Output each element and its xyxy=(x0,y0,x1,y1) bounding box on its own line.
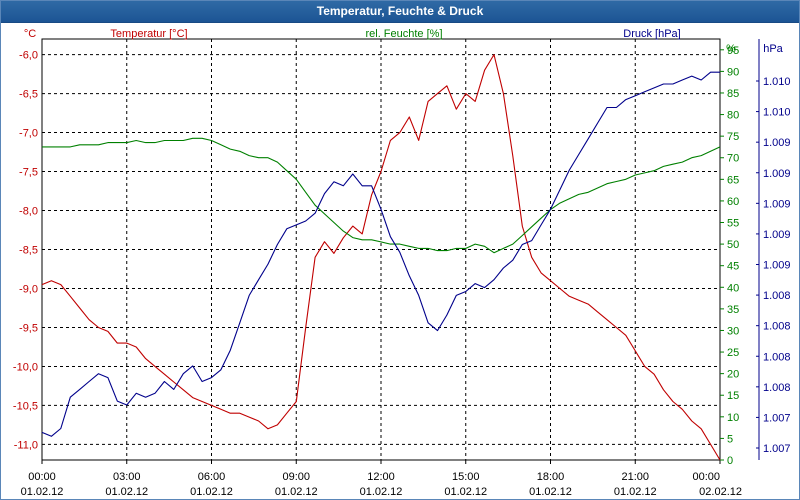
temperature-tick-label: -8,0 xyxy=(19,206,38,218)
humidity-tick-label: 60 xyxy=(727,196,739,208)
humidity-tick-label: 70 xyxy=(727,153,739,165)
x-tick-date-label: 01.02.12 xyxy=(105,486,148,498)
pressure-tick-label: 1.008 xyxy=(763,321,791,333)
temperature-tick-label: -9,0 xyxy=(19,283,38,295)
temperature-tick-label: -8,5 xyxy=(19,245,38,257)
pressure-tick-label: 1.009 xyxy=(763,168,791,180)
humidity-tick-label: 25 xyxy=(727,347,739,359)
humidity-tick-label: 35 xyxy=(727,304,739,316)
temperature-tick-label: -10,0 xyxy=(13,361,38,373)
pressure-tick-label: 1.010 xyxy=(763,76,791,88)
x-tick-date-label: 02.02.12 xyxy=(699,486,742,498)
temperature-tick-label: -11,0 xyxy=(14,439,38,451)
humidity-tick-label: 10 xyxy=(727,412,739,424)
x-tick-time-label: 06:00 xyxy=(198,471,226,483)
x-tick-time-label: 21:00 xyxy=(621,471,649,483)
x-tick-time-label: 15:00 xyxy=(452,471,480,483)
pressure-tick-label: 1.010 xyxy=(763,107,791,119)
temperature-tick-label: -9,5 xyxy=(19,322,38,334)
humidity-tick-label: 45 xyxy=(727,261,739,273)
pressure-tick-label: 1.009 xyxy=(763,137,791,149)
x-tick-date-label: 01.02.12 xyxy=(444,486,487,498)
humidity-unit-label: % xyxy=(726,43,736,55)
humidity-tick-label: 90 xyxy=(727,66,739,78)
pressure-tick-label: 1.009 xyxy=(763,198,791,210)
humidity-tick-label: 65 xyxy=(727,174,739,186)
humidity-tick-label: 85 xyxy=(727,88,739,100)
temperature-tick-label: -6,5 xyxy=(19,89,38,101)
temperature-tick-label: -7,0 xyxy=(19,128,38,140)
x-tick-time-label: 03:00 xyxy=(113,471,141,483)
humidity-tick-label: 15 xyxy=(727,390,739,402)
humidity-axis-title: rel. Feuchte [%] xyxy=(365,28,442,40)
pressure-series-line xyxy=(41,71,720,437)
x-tick-date-label: 01.02.12 xyxy=(21,486,64,498)
humidity-tick-label: 20 xyxy=(727,369,739,381)
pressure-tick-label: 1.007 xyxy=(763,443,791,455)
x-tick-date-label: 01.02.12 xyxy=(529,486,572,498)
humidity-tick-label: 0 xyxy=(727,455,733,467)
chart-title: Temperatur, Feuchte & Druck xyxy=(1,1,799,23)
pressure-tick-label: 1.007 xyxy=(763,412,791,424)
pressure-unit-label: hPa xyxy=(763,43,783,55)
x-tick-time-label: 12:00 xyxy=(367,471,395,483)
x-tick-date-label: 01.02.12 xyxy=(360,486,403,498)
humidity-tick-label: 80 xyxy=(727,110,739,122)
pressure-tick-label: 1.008 xyxy=(763,351,791,363)
x-tick-date-label: 01.02.12 xyxy=(275,486,318,498)
x-tick-date-label: 01.02.12 xyxy=(614,486,657,498)
humidity-tick-label: 55 xyxy=(727,218,739,230)
temperature-axis-title: Temperatur [°C] xyxy=(110,28,187,40)
pressure-tick-label: 1.008 xyxy=(763,290,791,302)
x-tick-time-label: 09:00 xyxy=(282,471,310,483)
pressure-tick-label: 1.009 xyxy=(763,229,791,241)
humidity-tick-label: 40 xyxy=(727,282,739,294)
humidity-series-line xyxy=(42,137,721,254)
temperature-tick-label: -7,5 xyxy=(19,167,38,179)
pressure-tick-label: 1.008 xyxy=(763,382,791,394)
humidity-tick-label: 75 xyxy=(727,131,739,143)
pressure-tick-label: 1.009 xyxy=(763,260,791,272)
chart-plot: -6,0 -6,5 -7,0 -7,5 -8,0 -8,5 -9,0 -9,5 -10,0 -10… xyxy=(13,28,791,498)
temperature-tick-label: -6,0 xyxy=(19,50,38,62)
x-tick-time-label: 00:00 xyxy=(28,471,56,483)
temperature-series-line xyxy=(41,54,721,461)
humidity-tick-label: 30 xyxy=(727,325,739,337)
pressure-axis-title: Druck [hPa] xyxy=(623,28,680,40)
x-tick-time-label: 00:00 xyxy=(692,471,720,483)
humidity-tick-label: 5 xyxy=(727,433,733,445)
temperature-unit-label: °C xyxy=(24,28,36,40)
x-tick-date-label: 01.02.12 xyxy=(190,486,233,498)
x-tick-time-label: 18:00 xyxy=(537,471,565,483)
humidity-tick-label: 50 xyxy=(727,239,739,251)
temperature-tick-label: -10,5 xyxy=(13,400,38,412)
humidity-tick-label: 95 xyxy=(727,45,739,57)
